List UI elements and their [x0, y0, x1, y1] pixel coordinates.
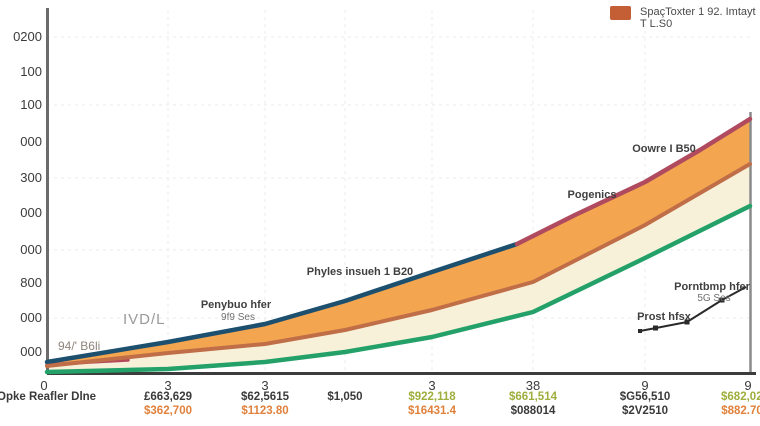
table-cell: $922,118 [408, 391, 456, 403]
x-tick-label: 9 [641, 378, 649, 393]
table-cell: $362,700 [144, 405, 192, 417]
x-tick-label: 9 [744, 378, 752, 393]
table-cell: $661,514 [509, 391, 557, 403]
table-row-label: Opke Reafler Dlne [0, 391, 97, 403]
label-penybuo-sub: 9f9 Ses [221, 312, 255, 323]
label-phyles: Phyles insueh 1 B20 [306, 266, 414, 278]
green-line [44, 203, 753, 375]
label-prost: Prost hfsx [637, 311, 691, 323]
y-tick-label: 000 [20, 344, 42, 359]
sienna-line [45, 162, 752, 368]
x-tick-label: 3 [164, 378, 172, 393]
y-tick-label: 100 [20, 97, 42, 112]
cream-band-area [47, 164, 750, 372]
table-cell: $682,026 [721, 391, 760, 403]
x-tick-label: 3 [261, 378, 269, 393]
table-cell: $62,5615 [241, 391, 289, 403]
table-cell: $1123.80 [241, 405, 289, 417]
y-tick-label: 000 [20, 310, 42, 325]
crimson-line [514, 116, 753, 247]
legend-label: SpaçToxter 1 92. Imtayt T L.S0 [640, 6, 756, 30]
y-tick-label: 000 [20, 134, 42, 149]
table-cell: $088014 [510, 405, 556, 417]
y-tick-label: 300 [20, 170, 42, 185]
label-penybuo: Penybuo hfer [200, 299, 272, 311]
table-cell: £663,629 [144, 391, 192, 403]
y-tick-label: 800 [20, 275, 42, 290]
table-cell: $16431.4 [408, 405, 456, 417]
navy-line [44, 241, 520, 365]
table-cell: $G56,510 [619, 391, 671, 403]
y-tick-label: 0200 [13, 29, 42, 44]
y-tick-label: 100 [20, 64, 42, 79]
x-tick-label: 3 [428, 378, 436, 393]
watermark-ivd: IVD/L [123, 311, 166, 328]
watermark-b6li: 94/' B6li [58, 339, 101, 353]
y-tick-label: 000 [20, 242, 42, 257]
label-porntbmp: Porntbmp hfer [674, 281, 750, 293]
mini-line-chart [638, 286, 747, 333]
x-tick-label: 38 [525, 378, 541, 393]
label-oowre: Oowre I B50 [632, 143, 696, 155]
y-tick-label: 000 [20, 205, 42, 220]
x-tick-label: 0 [40, 378, 48, 393]
label-porntbmp-sub: 5G Ses [697, 293, 731, 304]
table-cell: $882.70 [721, 405, 760, 417]
table-cell: $1,050 [327, 391, 363, 403]
label-pogenics: Pogenics [567, 189, 617, 201]
legend-swatch [610, 6, 631, 20]
table-cell: $2V2510 [621, 405, 669, 417]
